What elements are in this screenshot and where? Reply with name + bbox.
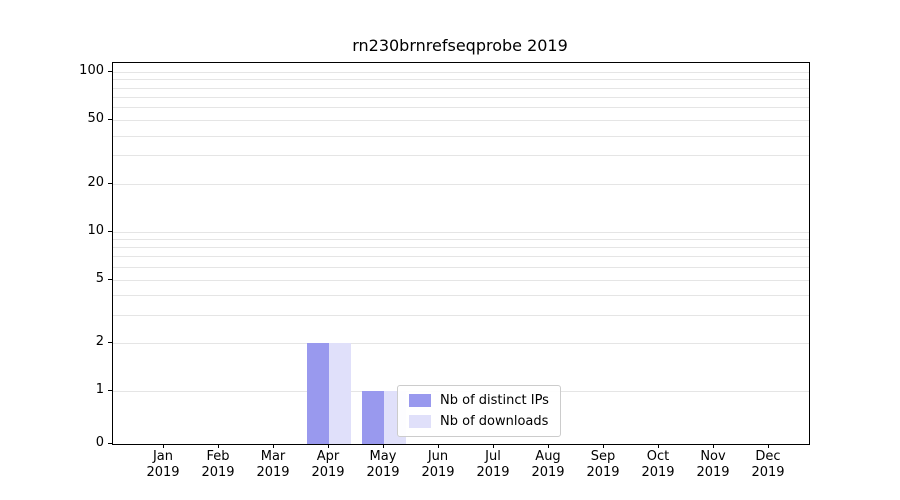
legend-entry-nb-of-downloads: Nb of downloads [409,414,549,429]
x-tick-mark-sep-2019 [603,444,604,448]
y-tick-label-20: 20 [87,174,104,190]
gridline-10 [113,231,809,233]
gridline-70 [113,96,809,98]
bar-may-2019-nb-of-distinct-ips [362,391,384,444]
y-tick-mark-10 [108,230,112,232]
legend-entry-nb-of-distinct-ips: Nb of distinct IPs [409,393,549,408]
x-tick-mark-jul-2019 [493,444,494,448]
x-tick-mark-aug-2019 [548,444,549,448]
y-tick-label-100: 100 [79,63,104,78]
x-tick-label-aug-2019: Aug 2019 [531,449,565,480]
gridline-5 [113,279,809,281]
gridline-100 [113,72,809,73]
gridline-80 [113,87,809,89]
gridline-20 [113,183,809,185]
plot-area: Nb of distinct IPs Nb of downloads [112,62,810,445]
x-tick-label-jun-2019: Jun 2019 [421,449,455,480]
x-tick-label-sep-2019: Sep 2019 [586,449,620,480]
x-tick-label-apr-2019: Apr 2019 [311,449,345,480]
y-tick-mark-0 [108,443,112,444]
y-tick-label-10: 10 [87,222,104,238]
y-tick-mark-1 [108,390,112,391]
legend-swatch-nb-of-downloads [409,415,431,428]
x-tick-label-jul-2019: Jul 2019 [476,449,510,480]
gridline-7 [113,256,809,258]
gridline-9 [113,238,809,240]
x-tick-mark-mar-2019 [273,444,274,448]
gridline-3 [113,314,809,316]
y-tick-mark-2 [108,342,112,343]
gridline-60 [113,107,809,109]
bar-apr-2019-nb-of-downloads [329,343,351,444]
y-tick-label-2: 2 [95,334,104,349]
x-tick-mark-dec-2019 [768,444,769,448]
y-tick-label-50: 50 [87,111,104,126]
bar-apr-2019-nb-of-distinct-ips [307,343,329,444]
x-tick-mark-jan-2019 [163,444,164,448]
gridline-50 [113,120,809,121]
legend-label: Nb of downloads [440,414,549,429]
x-tick-mark-nov-2019 [713,444,714,448]
x-tick-label-nov-2019: Nov 2019 [696,449,730,480]
x-tick-mark-feb-2019 [218,444,219,448]
y-tick-mark-50 [108,119,112,120]
x-tick-mark-apr-2019 [328,444,329,448]
legend-label: Nb of distinct IPs [440,393,549,408]
gridline-90 [113,79,809,81]
chart-title: rn230brnrefseqprobe 2019 [352,36,568,55]
x-tick-mark-may-2019 [383,444,384,448]
gridline-40 [113,135,809,137]
gridline-6 [113,266,809,268]
y-tick-mark-100 [108,71,112,72]
x-tick-label-jan-2019: Jan 2019 [146,449,180,480]
gridline-30 [113,155,809,157]
x-tick-label-mar-2019: Mar 2019 [256,449,290,480]
x-tick-label-oct-2019: Oct 2019 [641,449,675,480]
y-tick-label-1: 1 [95,382,104,397]
y-tick-mark-5 [108,278,112,280]
gridline-8 [113,247,809,248]
x-tick-label-dec-2019: Dec 2019 [751,449,785,480]
x-tick-mark-oct-2019 [658,444,659,448]
gridline-4 [113,295,809,296]
x-tick-mark-jun-2019 [438,444,439,448]
y-tick-label-0: 0 [95,435,104,450]
x-tick-label-may-2019: May 2019 [366,449,400,480]
y-tick-label-5: 5 [95,270,104,286]
gridline-2 [113,343,809,344]
y-tick-mark-20 [108,182,112,184]
legend: Nb of distinct IPs Nb of downloads [397,385,561,437]
x-tick-label-feb-2019: Feb 2019 [201,449,235,480]
legend-swatch-nb-of-distinct-ips [409,394,431,407]
